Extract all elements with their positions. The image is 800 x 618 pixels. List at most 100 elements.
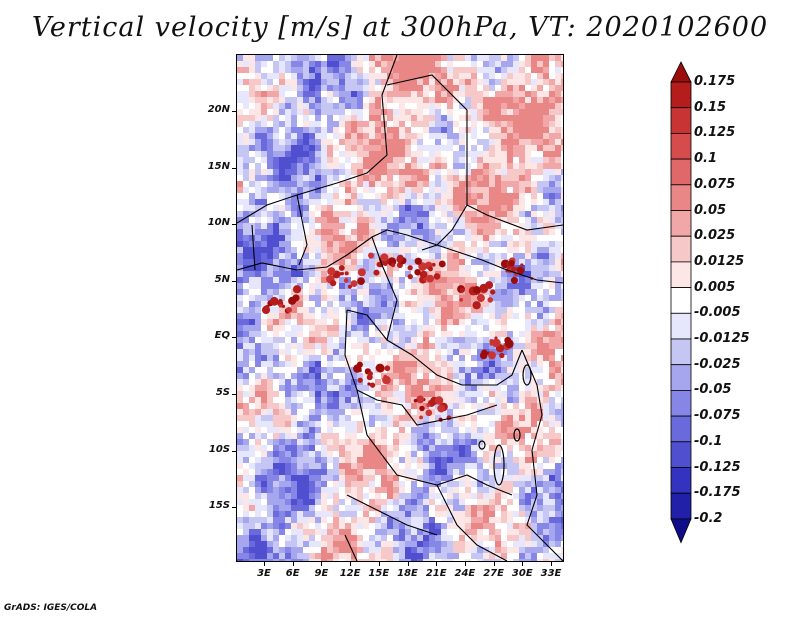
convective-cell [292, 294, 300, 302]
colorbar-label: 0.005 [694, 279, 736, 295]
colorbar-label: 0.1 [694, 151, 718, 167]
colorbar-segment [670, 210, 692, 237]
velocity-cells [237, 55, 563, 561]
country-border [237, 55, 398, 224]
map-panel [236, 54, 564, 562]
convective-cell [437, 404, 446, 413]
convective-cell [459, 298, 464, 302]
colorbar-segment [670, 389, 692, 417]
convective-cell [419, 415, 424, 420]
lon-tick-label: 12E [339, 568, 361, 579]
colorbar-label: -0.175 [694, 485, 741, 501]
colorbar-label: -0.2 [694, 510, 723, 526]
lon-tick-label: 27E [483, 568, 504, 579]
lon-tick-label: 21E [425, 568, 447, 579]
lat-tick [232, 224, 237, 226]
convective-cell [416, 395, 425, 404]
convective-cell [380, 253, 389, 262]
lon-tick-label: 9E [314, 568, 329, 579]
country-border [436, 484, 508, 561]
convective-cell [347, 284, 352, 289]
convective-cell [339, 272, 343, 276]
convective-cell [423, 277, 427, 281]
lon-tick [464, 561, 466, 566]
footer-credit: GrADS: IGES/COLA [4, 603, 98, 613]
lon-tick [321, 561, 323, 566]
lat-tick-label: 10N [207, 217, 230, 229]
convective-cell [375, 363, 385, 373]
convective-cell [373, 269, 380, 276]
convective-cell [357, 377, 363, 383]
colorbar-segment [670, 107, 692, 134]
lat-tick-label: 20N [207, 104, 230, 115]
country-border [344, 534, 358, 561]
convective-cell [269, 296, 279, 306]
colorbar-segment [670, 518, 692, 544]
colorbar-segment [670, 61, 692, 83]
convective-cell [428, 266, 433, 272]
lat-tick-label: 5N [214, 273, 230, 285]
lat-tick [232, 337, 237, 339]
colorbar-segment [670, 338, 692, 366]
convective-cell [499, 352, 505, 359]
convective-cell [338, 265, 345, 271]
convective-cell [357, 268, 366, 277]
convective-cell [407, 265, 413, 271]
colorbar-segment [670, 441, 692, 468]
country-border [521, 349, 563, 561]
convective-cell [433, 273, 441, 280]
lon-tick [350, 561, 352, 566]
colorbar-label: 0.175 [694, 74, 736, 89]
convective-cell [281, 304, 286, 308]
convective-cell [459, 287, 465, 293]
colorbar-label: 0.025 [694, 228, 736, 244]
colorbar-segment [670, 415, 692, 443]
convective-cell [438, 260, 446, 268]
lon-tick [493, 561, 495, 566]
colorbar-segment [670, 467, 692, 494]
convective-cell [344, 271, 349, 276]
colorbar-label: -0.0125 [694, 331, 750, 346]
colorbar-segment [670, 261, 692, 288]
lat-tick-label: 15N [207, 160, 230, 172]
convective-cell [473, 286, 481, 294]
convective-cell [376, 261, 382, 268]
colorbar-segment [670, 312, 692, 340]
country-border [346, 236, 398, 342]
lon-tick [407, 561, 409, 566]
lon-tick-label: 30E [511, 568, 533, 579]
convective-cell [343, 278, 349, 283]
lon-tick-label: 33E [540, 568, 562, 579]
convective-cell [286, 307, 292, 313]
lon-tick [378, 561, 380, 566]
colorbar-segment [670, 492, 692, 520]
lon-tick [264, 561, 265, 566]
convective-cell [327, 267, 336, 276]
lon-tick-label: 15E [368, 568, 390, 579]
colorbar-label: 0.075 [694, 176, 736, 192]
convective-cell [426, 274, 435, 283]
convective-cell [384, 365, 391, 372]
convective-cell [426, 403, 431, 408]
convective-cell [357, 277, 365, 285]
lon-tick [436, 561, 438, 566]
convective-cell [278, 304, 283, 308]
colorbar-segment [670, 133, 692, 160]
convective-cell [396, 256, 403, 263]
convective-cell [472, 301, 481, 310]
convective-cell [508, 260, 515, 267]
colorbar-label: -0.125 [694, 459, 741, 475]
convective-cell [431, 262, 436, 267]
colorbar-label: -0.025 [694, 356, 741, 372]
lon-tick-label: 3E [257, 568, 271, 579]
country-border [436, 244, 563, 284]
country-border [251, 224, 256, 271]
colorbar-segment [670, 158, 692, 186]
convective-cell [479, 283, 488, 293]
convective-cell [520, 263, 524, 267]
colorbar-label: 0.125 [694, 125, 736, 141]
convective-cell [479, 351, 488, 360]
lon-tick-label: 24E [454, 568, 476, 579]
lon-tick-label: 18E [397, 568, 418, 579]
convective-cell [434, 396, 444, 405]
